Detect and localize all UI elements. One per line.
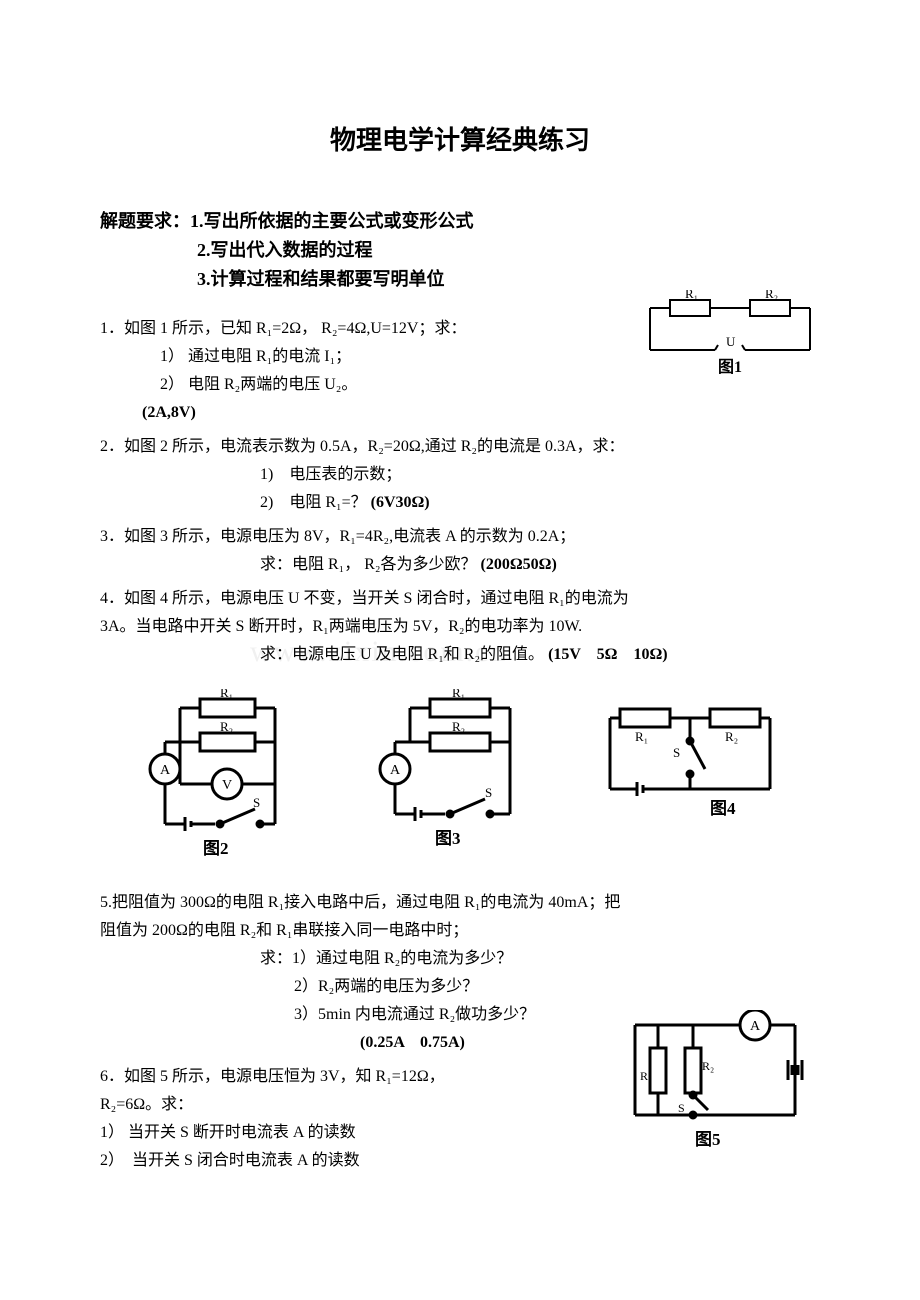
- p5-sub2: 2）R₂两端的电压为多少？: [294, 973, 820, 1001]
- svg-text:图2: 图2: [203, 839, 229, 858]
- d1-u: U: [726, 334, 736, 349]
- svg-text:R₂: R₂: [220, 719, 233, 734]
- d1-label: 图1: [718, 358, 742, 376]
- svg-text:图3: 图3: [435, 829, 461, 848]
- problem-2: 2．如图 2 所示，电流表示数为 0.5A，R₂=20Ω,通过 R₂的电流是 0…: [100, 433, 820, 517]
- p1-answer: (2A,8V): [142, 399, 820, 427]
- req-item-2: 2.写出代入数据的过程: [197, 236, 820, 265]
- svg-text:S: S: [678, 1101, 685, 1115]
- d1-r2: R₂: [765, 290, 778, 301]
- svg-text:S: S: [253, 795, 260, 810]
- diagram-4: R₁ R₂ S 图4: [595, 689, 785, 864]
- diagram-2: R₁ R₂ A V S 图2: [135, 689, 315, 864]
- p4-sub: 求：电源电压 U 及电阻 R₁和 R₂的阻值。: [260, 646, 544, 663]
- diagram-3: R₁ R₂ A S 图3: [365, 689, 545, 864]
- svg-text:R₂: R₂: [725, 729, 738, 744]
- p5-text1: 5.把阻值为 300Ω的电阻 R₁接入电路中后，通过电阻 R₁的电流为 40mA…: [100, 889, 820, 917]
- svg-text:S: S: [485, 785, 492, 800]
- p2-sub1: 1) 电压表的示数；: [260, 461, 820, 489]
- p3-ans: (200Ω50Ω): [481, 556, 557, 573]
- svg-text:S: S: [673, 745, 680, 760]
- p2-ans: (6V30Ω): [371, 494, 430, 511]
- req-item-1: 1.写出所依据的主要公式或变形公式: [190, 207, 474, 236]
- p5-text2: 阻值为 200Ω的电阻 R₂和 R₁串联接入同一电路中时；: [100, 917, 820, 945]
- svg-text:V: V: [222, 778, 232, 793]
- diagram-row: R₁ R₂ A V S 图2 R₁ R₂ A S 图3: [100, 689, 820, 864]
- svg-text:R₁: R₁: [220, 689, 233, 700]
- p2-text: 2．如图 2 所示，电流表示数为 0.5A，R₂=20Ω,通过 R₂的电流是 0…: [100, 433, 820, 461]
- p2-sub2: 2) 电阻 R₁=？: [260, 494, 367, 511]
- svg-text:图5: 图5: [695, 1130, 721, 1149]
- p4-text1: 4．如图 4 所示，电源电压 U 不变，当开关 S 闭合时，通过电阻 R₁的电流…: [100, 585, 820, 613]
- p5-sub1: 求：1）通过电阻 R₂的电流为多少？: [260, 945, 820, 973]
- p4-ans: (15V 5Ω 10Ω): [548, 646, 668, 663]
- diagram-1: R₁ R₂ U 图1: [640, 290, 820, 385]
- d1-r1: R₁: [685, 290, 698, 301]
- svg-text:图4: 图4: [710, 799, 736, 818]
- svg-text:A: A: [160, 763, 171, 778]
- svg-text:R₁: R₁: [452, 689, 465, 700]
- svg-text:R₂: R₂: [702, 1059, 714, 1073]
- requirements-block: 解题要求： 1.写出所依据的主要公式或变形公式 2.写出代入数据的过程 3.计算…: [100, 207, 820, 293]
- p3-text: 3．如图 3 所示，电源电压为 8V，R₁=4R₂,电流表 A 的示数为 0.2…: [100, 523, 820, 551]
- svg-text:R₂: R₂: [452, 719, 465, 734]
- p4-text2: 3A。当电路中开关 S 断开时，R₁两端电压为 5V，R₂的电功率为 10W.: [100, 613, 820, 641]
- diagram-5: A R₁ R₂ S 图5: [620, 1010, 810, 1165]
- svg-text:A: A: [750, 1019, 761, 1034]
- svg-text:R₁: R₁: [640, 1069, 652, 1083]
- svg-text:A: A: [390, 763, 401, 778]
- problem-4: 4．如图 4 所示，电源电压 U 不变，当开关 S 闭合时，通过电阻 R₁的电流…: [100, 585, 820, 669]
- svg-text:R₁: R₁: [635, 729, 648, 744]
- req-heading: 解题要求：: [100, 207, 190, 236]
- problem-3: 3．如图 3 所示，电源电压为 8V，R₁=4R₂,电流表 A 的示数为 0.2…: [100, 523, 820, 579]
- p3-sub: 求：电阻 R₁， R₂各为多少欧？: [260, 556, 477, 573]
- page-title: 物理电学计算经典练习: [100, 120, 820, 157]
